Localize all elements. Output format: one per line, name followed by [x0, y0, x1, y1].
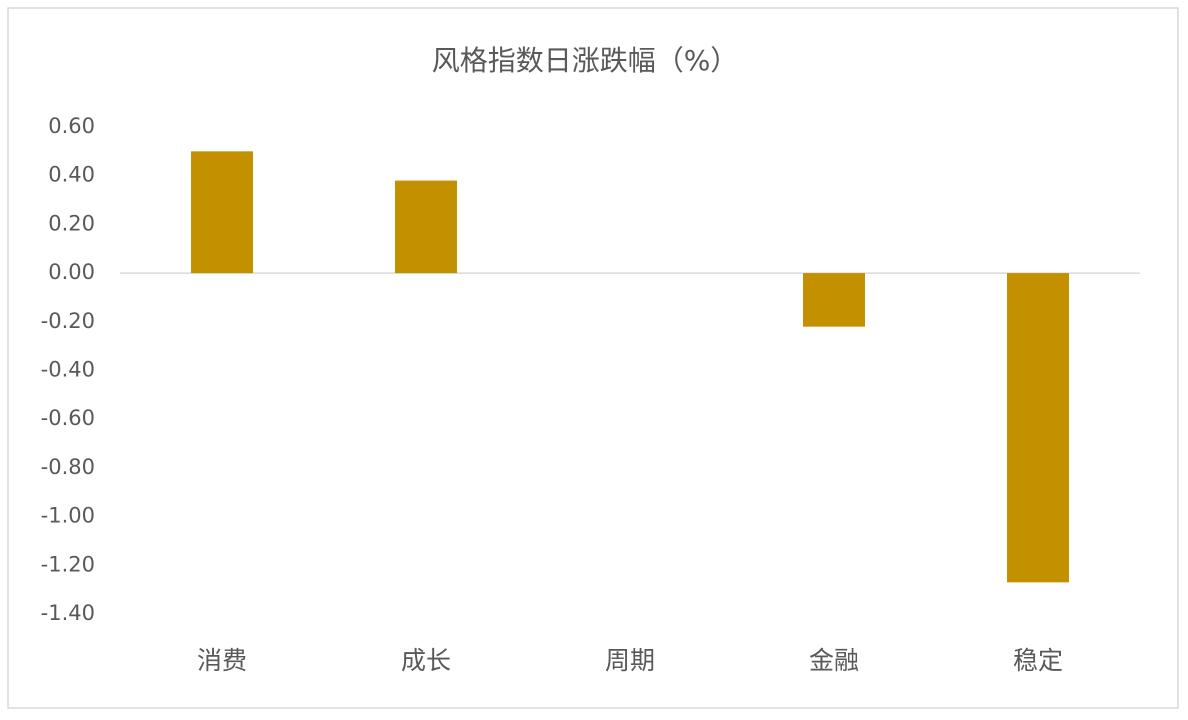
bar [803, 273, 865, 327]
x-tick-label: 周期 [605, 646, 655, 675]
y-tick-label: -0.60 [41, 406, 95, 430]
y-tick-label: -1.00 [41, 504, 95, 528]
x-tick-label: 稳定 [1013, 646, 1063, 675]
y-tick-label: -0.40 [41, 358, 95, 382]
y-tick-label: -1.40 [41, 601, 95, 625]
y-tick-label: -0.80 [41, 455, 95, 479]
x-tick-label: 金融 [809, 646, 859, 675]
bar [191, 151, 253, 274]
chart-title: 风格指数日涨跌幅（%） [432, 44, 739, 77]
y-tick-label: 0.20 [48, 211, 95, 235]
bar [395, 180, 457, 274]
chart-border [7, 7, 1179, 709]
bar [1007, 273, 1069, 583]
y-tick-label: 0.00 [48, 260, 95, 284]
y-tick-label: 0.60 [48, 114, 95, 138]
x-tick-label: 消费 [197, 646, 247, 675]
y-tick-label: -1.20 [41, 552, 95, 576]
x-tick-label: 成长 [401, 646, 451, 675]
y-tick-label: -0.20 [41, 309, 95, 333]
y-tick-label: 0.40 [48, 163, 95, 187]
